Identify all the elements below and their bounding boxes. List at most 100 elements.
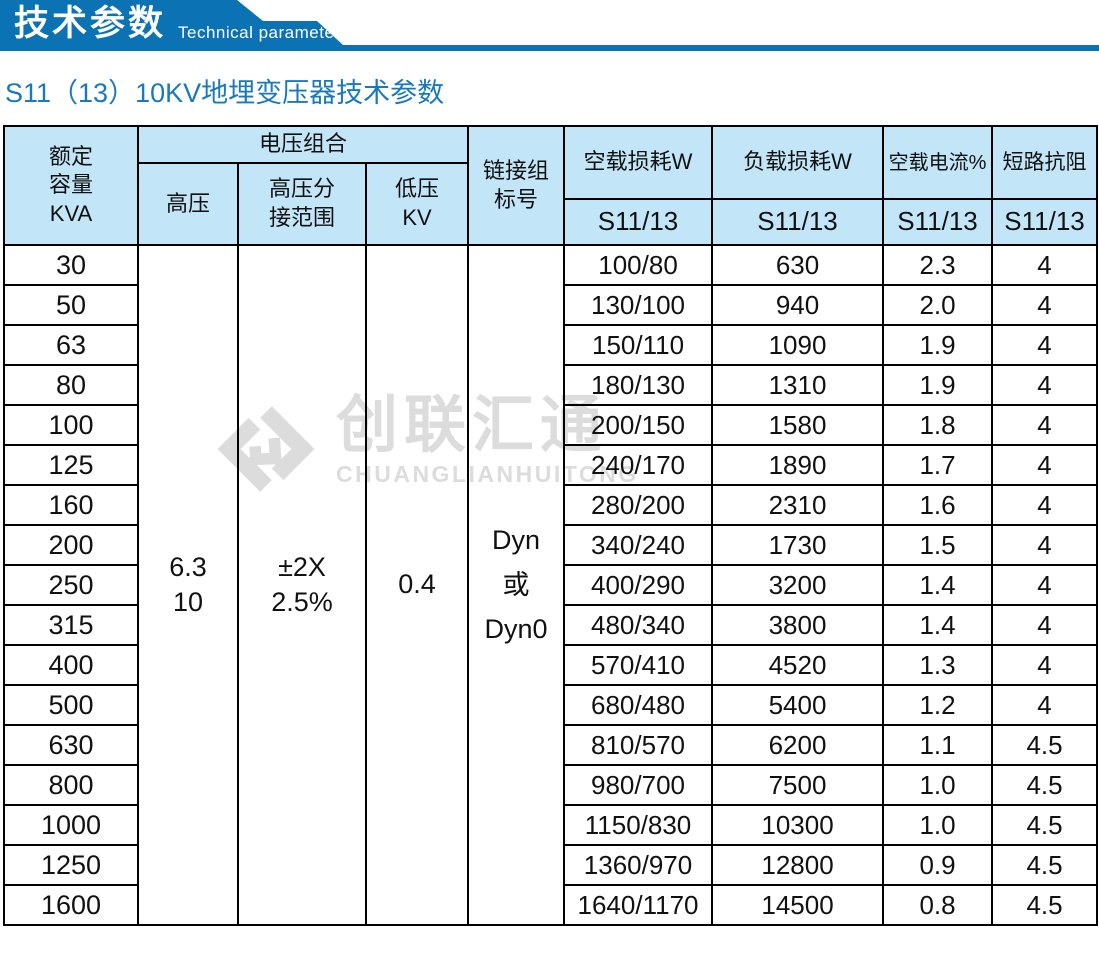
cell-no-load-current: 0.8 (882, 884, 994, 926)
banner-subtitle: Technical parameter (178, 23, 341, 42)
cell-no-load-current: 1.4 (882, 604, 994, 646)
header-s11-13: S11/13 (711, 198, 885, 246)
header-no-load-current: 空载电流% (882, 125, 994, 200)
table-row: 315 480/340 3800 1.4 4 (3, 604, 1099, 646)
table-row: 63 150/110 1090 1.9 4 (3, 324, 1099, 366)
cell-kva: 800 (3, 764, 139, 806)
cell-impedance: 4 (991, 284, 1099, 326)
cell-kva: 500 (3, 684, 139, 726)
header-s11-13: S11/13 (563, 198, 714, 246)
cell-no-load-loss: 400/290 (563, 564, 714, 606)
cell-no-load-loss: 280/200 (563, 484, 714, 526)
section-title: S11（13）10KV地埋变压器技术参数 (5, 78, 445, 108)
cell-no-load-loss: 570/410 (563, 644, 714, 686)
table-header: 额定 容量 KVA 电压组合 链接组 标号 空载损耗W 负载损耗W 空载电流% … (3, 125, 1099, 246)
cell-no-load-loss: 180/130 (563, 364, 714, 406)
cell-no-load-current: 1.7 (882, 444, 994, 486)
parameters-table: 额定 容量 KVA 电压组合 链接组 标号 空载损耗W 负载损耗W 空载电流% … (3, 125, 1099, 926)
cell-no-load-current: 1.1 (882, 724, 994, 766)
cell-impedance: 4 (991, 484, 1099, 526)
cell-impedance: 4 (991, 644, 1099, 686)
header-capacity: 额定 容量 KVA (3, 125, 139, 246)
header-row-2: 高压 高压分 接范围 低压 KV (4, 162, 1097, 246)
cell-kva: 80 (3, 364, 139, 406)
table-row: 500 680/480 5400 1.2 4 (3, 684, 1099, 726)
header-lv: 低压 KV (364, 162, 470, 246)
header-link-group: 链接组 标号 (467, 125, 566, 246)
cell-link-group-merged: Dyn 或 Dyn0 (467, 244, 566, 926)
cell-kva: 200 (3, 524, 139, 566)
cell-kva: 400 (3, 644, 139, 686)
table-row: 80 180/130 1310 1.9 4 (3, 364, 1099, 406)
cell-impedance: 4.5 (991, 884, 1099, 926)
cell-impedance: 4.5 (991, 804, 1099, 846)
cell-load-loss: 1580 (711, 404, 885, 446)
cell-load-loss: 3200 (711, 564, 885, 606)
header-load-loss: 负载损耗W (711, 125, 885, 200)
cell-impedance: 4.5 (991, 764, 1099, 806)
cell-load-loss: 1730 (711, 524, 885, 566)
cell-kva: 630 (3, 724, 139, 766)
cell-load-loss: 3800 (711, 604, 885, 646)
table-row: 125 240/170 1890 1.7 4 (3, 444, 1099, 486)
cell-no-load-current: 2.0 (882, 284, 994, 326)
banner-title: 技术参数 (14, 4, 167, 43)
cell-kva: 250 (3, 564, 139, 606)
cell-load-loss: 6200 (711, 724, 885, 766)
table-row: 400 570/410 4520 1.3 4 (3, 644, 1099, 686)
cell-load-loss: 12800 (711, 844, 885, 886)
cell-impedance: 4 (991, 324, 1099, 366)
cell-no-load-current: 1.0 (882, 764, 994, 806)
cell-load-loss: 1310 (711, 364, 885, 406)
cell-kva: 125 (3, 444, 139, 486)
cell-kva: 50 (3, 284, 139, 326)
table-row: 50 130/100 940 2.0 4 (3, 284, 1099, 326)
cell-impedance: 4 (991, 604, 1099, 646)
cell-load-loss: 1890 (711, 444, 885, 486)
cell-load-loss: 7500 (711, 764, 885, 806)
cell-kva: 30 (3, 244, 139, 286)
banner-ribbon-path (0, 0, 1099, 51)
header-row-1: 额定 容量 KVA 电压组合 链接组 标号 空载损耗W 负载损耗W 空载电流% … (3, 125, 1099, 246)
cell-no-load-loss: 1640/1170 (563, 884, 714, 926)
cell-load-loss: 2310 (711, 484, 885, 526)
cell-load-loss: 5400 (711, 684, 885, 726)
cell-no-load-loss: 200/150 (563, 404, 714, 446)
cell-kva: 1250 (3, 844, 139, 886)
cell-hv-tap-merged: ±2X 2.5% (237, 244, 367, 926)
cell-no-load-loss: 980/700 (563, 764, 714, 806)
cell-load-loss: 940 (711, 284, 885, 326)
cell-no-load-current: 1.9 (882, 364, 994, 406)
cell-load-loss: 1090 (711, 324, 885, 366)
cell-impedance: 4 (991, 244, 1099, 286)
header-impedance: 短路抗阻 (991, 125, 1099, 200)
cell-impedance: 4 (991, 364, 1099, 406)
header-voltage-group: 电压组合 (136, 125, 470, 164)
header-hv: 高压 (137, 162, 239, 246)
cell-kva: 1600 (3, 884, 139, 926)
table-row: 800 980/700 7500 1.0 4.5 (3, 764, 1099, 806)
table-row: 200 340/240 1730 1.5 4 (3, 524, 1099, 566)
cell-no-load-current: 1.5 (882, 524, 994, 566)
header-row-3: S11/13 S11/13 S11/13 S11/13 (4, 198, 1099, 246)
table-row: 630 810/570 6200 1.1 4.5 (3, 724, 1099, 766)
cell-no-load-loss: 1150/830 (563, 804, 714, 846)
header-s11-13: S11/13 (882, 198, 994, 246)
cell-impedance: 4.5 (991, 844, 1099, 886)
table-row: 1000 1150/830 10300 1.0 4.5 (3, 804, 1099, 846)
table-row: 160 280/200 2310 1.6 4 (3, 484, 1099, 526)
table-row: 30 6.3 10 ±2X 2.5% 0.4 Dyn 或 Dyn0 100/80… (3, 244, 1099, 926)
cell-no-load-current: 1.0 (882, 804, 994, 846)
cell-lv-merged: 0.4 (364, 244, 470, 926)
cell-impedance: 4.5 (991, 724, 1099, 766)
cell-no-load-current: 1.8 (882, 404, 994, 446)
cell-no-load-current: 1.9 (882, 324, 994, 366)
table-wrap: 创联汇通 CHUANGLIANHUITONG 额定 容量 KVA 电压组合 链接… (0, 125, 1099, 926)
cell-no-load-loss: 150/110 (563, 324, 714, 366)
cell-kva: 315 (3, 604, 139, 646)
table-row: 250 400/290 3200 1.4 4 (3, 564, 1099, 606)
banner-ribbon-shape (0, 0, 1099, 51)
cell-load-loss: 4520 (711, 644, 885, 686)
cell-no-load-current: 2.3 (882, 244, 994, 286)
cell-no-load-loss: 680/480 (563, 684, 714, 726)
